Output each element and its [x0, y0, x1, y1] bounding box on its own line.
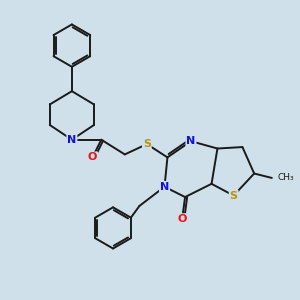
- Text: N: N: [67, 135, 76, 145]
- Text: CH₃: CH₃: [277, 173, 294, 182]
- Text: O: O: [88, 152, 97, 162]
- Text: S: S: [143, 139, 151, 149]
- Text: S: S: [230, 190, 238, 201]
- Text: N: N: [160, 182, 169, 192]
- Text: O: O: [178, 214, 187, 224]
- Text: N: N: [186, 136, 196, 146]
